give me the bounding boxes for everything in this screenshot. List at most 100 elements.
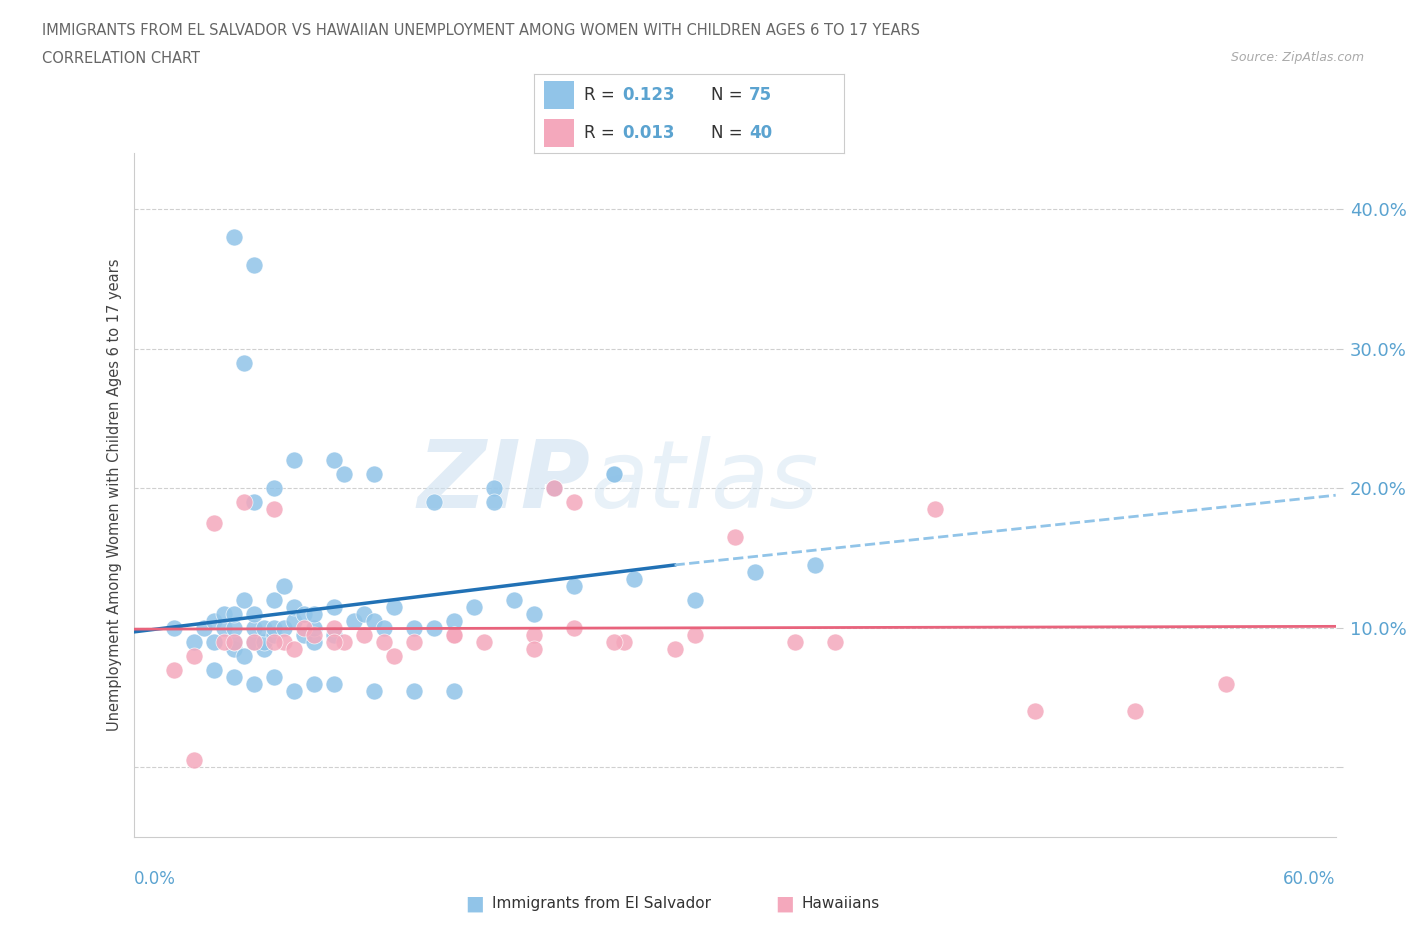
Text: 75: 75 (749, 86, 772, 104)
Point (263, 634, 285, 649)
Point (443, 628, 465, 643)
Point (222, 642, 245, 657)
Text: R =: R = (583, 86, 620, 104)
Point (243, 620, 266, 635)
Text: Hawaiians: Hawaiians (801, 897, 880, 911)
Point (302, 634, 325, 649)
Point (212, 634, 235, 649)
Point (564, 620, 586, 635)
Point (323, 634, 346, 649)
Point (263, 481, 285, 496)
Text: 60.0%: 60.0% (1284, 870, 1336, 887)
Point (323, 628, 346, 643)
Point (333, 634, 356, 649)
Point (1215, 676, 1237, 691)
Point (202, 634, 225, 649)
Point (232, 648, 254, 663)
Point (253, 620, 276, 635)
Point (263, 620, 285, 635)
Point (443, 628, 465, 643)
Point (302, 606, 325, 621)
Point (824, 634, 846, 649)
Point (202, 516, 225, 531)
Point (523, 606, 546, 621)
Point (243, 258, 266, 272)
Point (472, 634, 495, 649)
Point (212, 606, 235, 621)
Point (243, 634, 266, 649)
Point (613, 634, 636, 649)
Point (603, 467, 626, 482)
Point (723, 530, 745, 545)
Point (323, 600, 346, 615)
Point (484, 495, 506, 510)
Point (564, 578, 586, 593)
Point (353, 628, 375, 643)
Text: atlas: atlas (591, 436, 818, 527)
Point (543, 481, 565, 496)
Point (603, 634, 626, 649)
Point (404, 620, 426, 635)
Point (183, 753, 205, 768)
Text: N =: N = (710, 124, 748, 142)
Point (232, 592, 254, 607)
Point (333, 467, 356, 482)
Point (283, 453, 305, 468)
Point (353, 606, 375, 621)
Point (804, 558, 827, 573)
Point (283, 600, 305, 615)
Point (302, 620, 325, 635)
Point (382, 648, 405, 663)
Text: Source: ZipAtlas.com: Source: ZipAtlas.com (1230, 51, 1364, 64)
Point (292, 620, 315, 635)
Point (302, 628, 325, 643)
Point (222, 230, 245, 245)
Point (263, 592, 285, 607)
Point (543, 481, 565, 496)
Point (202, 614, 225, 629)
Point (263, 628, 285, 643)
Point (343, 614, 366, 629)
Point (744, 565, 766, 579)
Point (443, 683, 465, 698)
Point (323, 453, 346, 468)
Point (183, 634, 205, 649)
Point (243, 495, 266, 510)
Point (363, 614, 385, 629)
Point (263, 670, 285, 684)
Point (292, 628, 315, 643)
Point (363, 467, 385, 482)
Point (222, 670, 245, 684)
Text: 0.0%: 0.0% (134, 870, 176, 887)
Point (423, 495, 446, 510)
Point (222, 606, 245, 621)
Point (212, 620, 235, 635)
Point (1125, 704, 1147, 719)
Point (202, 662, 225, 677)
Point (683, 592, 706, 607)
Point (222, 620, 245, 635)
Point (373, 634, 395, 649)
Point (193, 620, 215, 635)
Point (243, 676, 266, 691)
Point (664, 642, 686, 657)
Point (523, 628, 546, 643)
Point (263, 502, 285, 517)
Text: 0.013: 0.013 (623, 124, 675, 142)
Text: 40: 40 (749, 124, 772, 142)
Point (363, 683, 385, 698)
Text: N =: N = (710, 86, 748, 104)
Point (292, 606, 315, 621)
Point (423, 620, 446, 635)
Point (232, 495, 254, 510)
Point (484, 481, 506, 496)
Point (273, 620, 295, 635)
Point (243, 634, 266, 649)
Point (323, 620, 346, 635)
Point (273, 578, 295, 593)
Point (382, 600, 405, 615)
Text: ZIP: ZIP (418, 435, 591, 527)
Text: CORRELATION CHART: CORRELATION CHART (42, 51, 200, 66)
Point (283, 683, 305, 698)
Y-axis label: Unemployment Among Women with Children Ages 6 to 17 years: Unemployment Among Women with Children A… (107, 259, 122, 732)
